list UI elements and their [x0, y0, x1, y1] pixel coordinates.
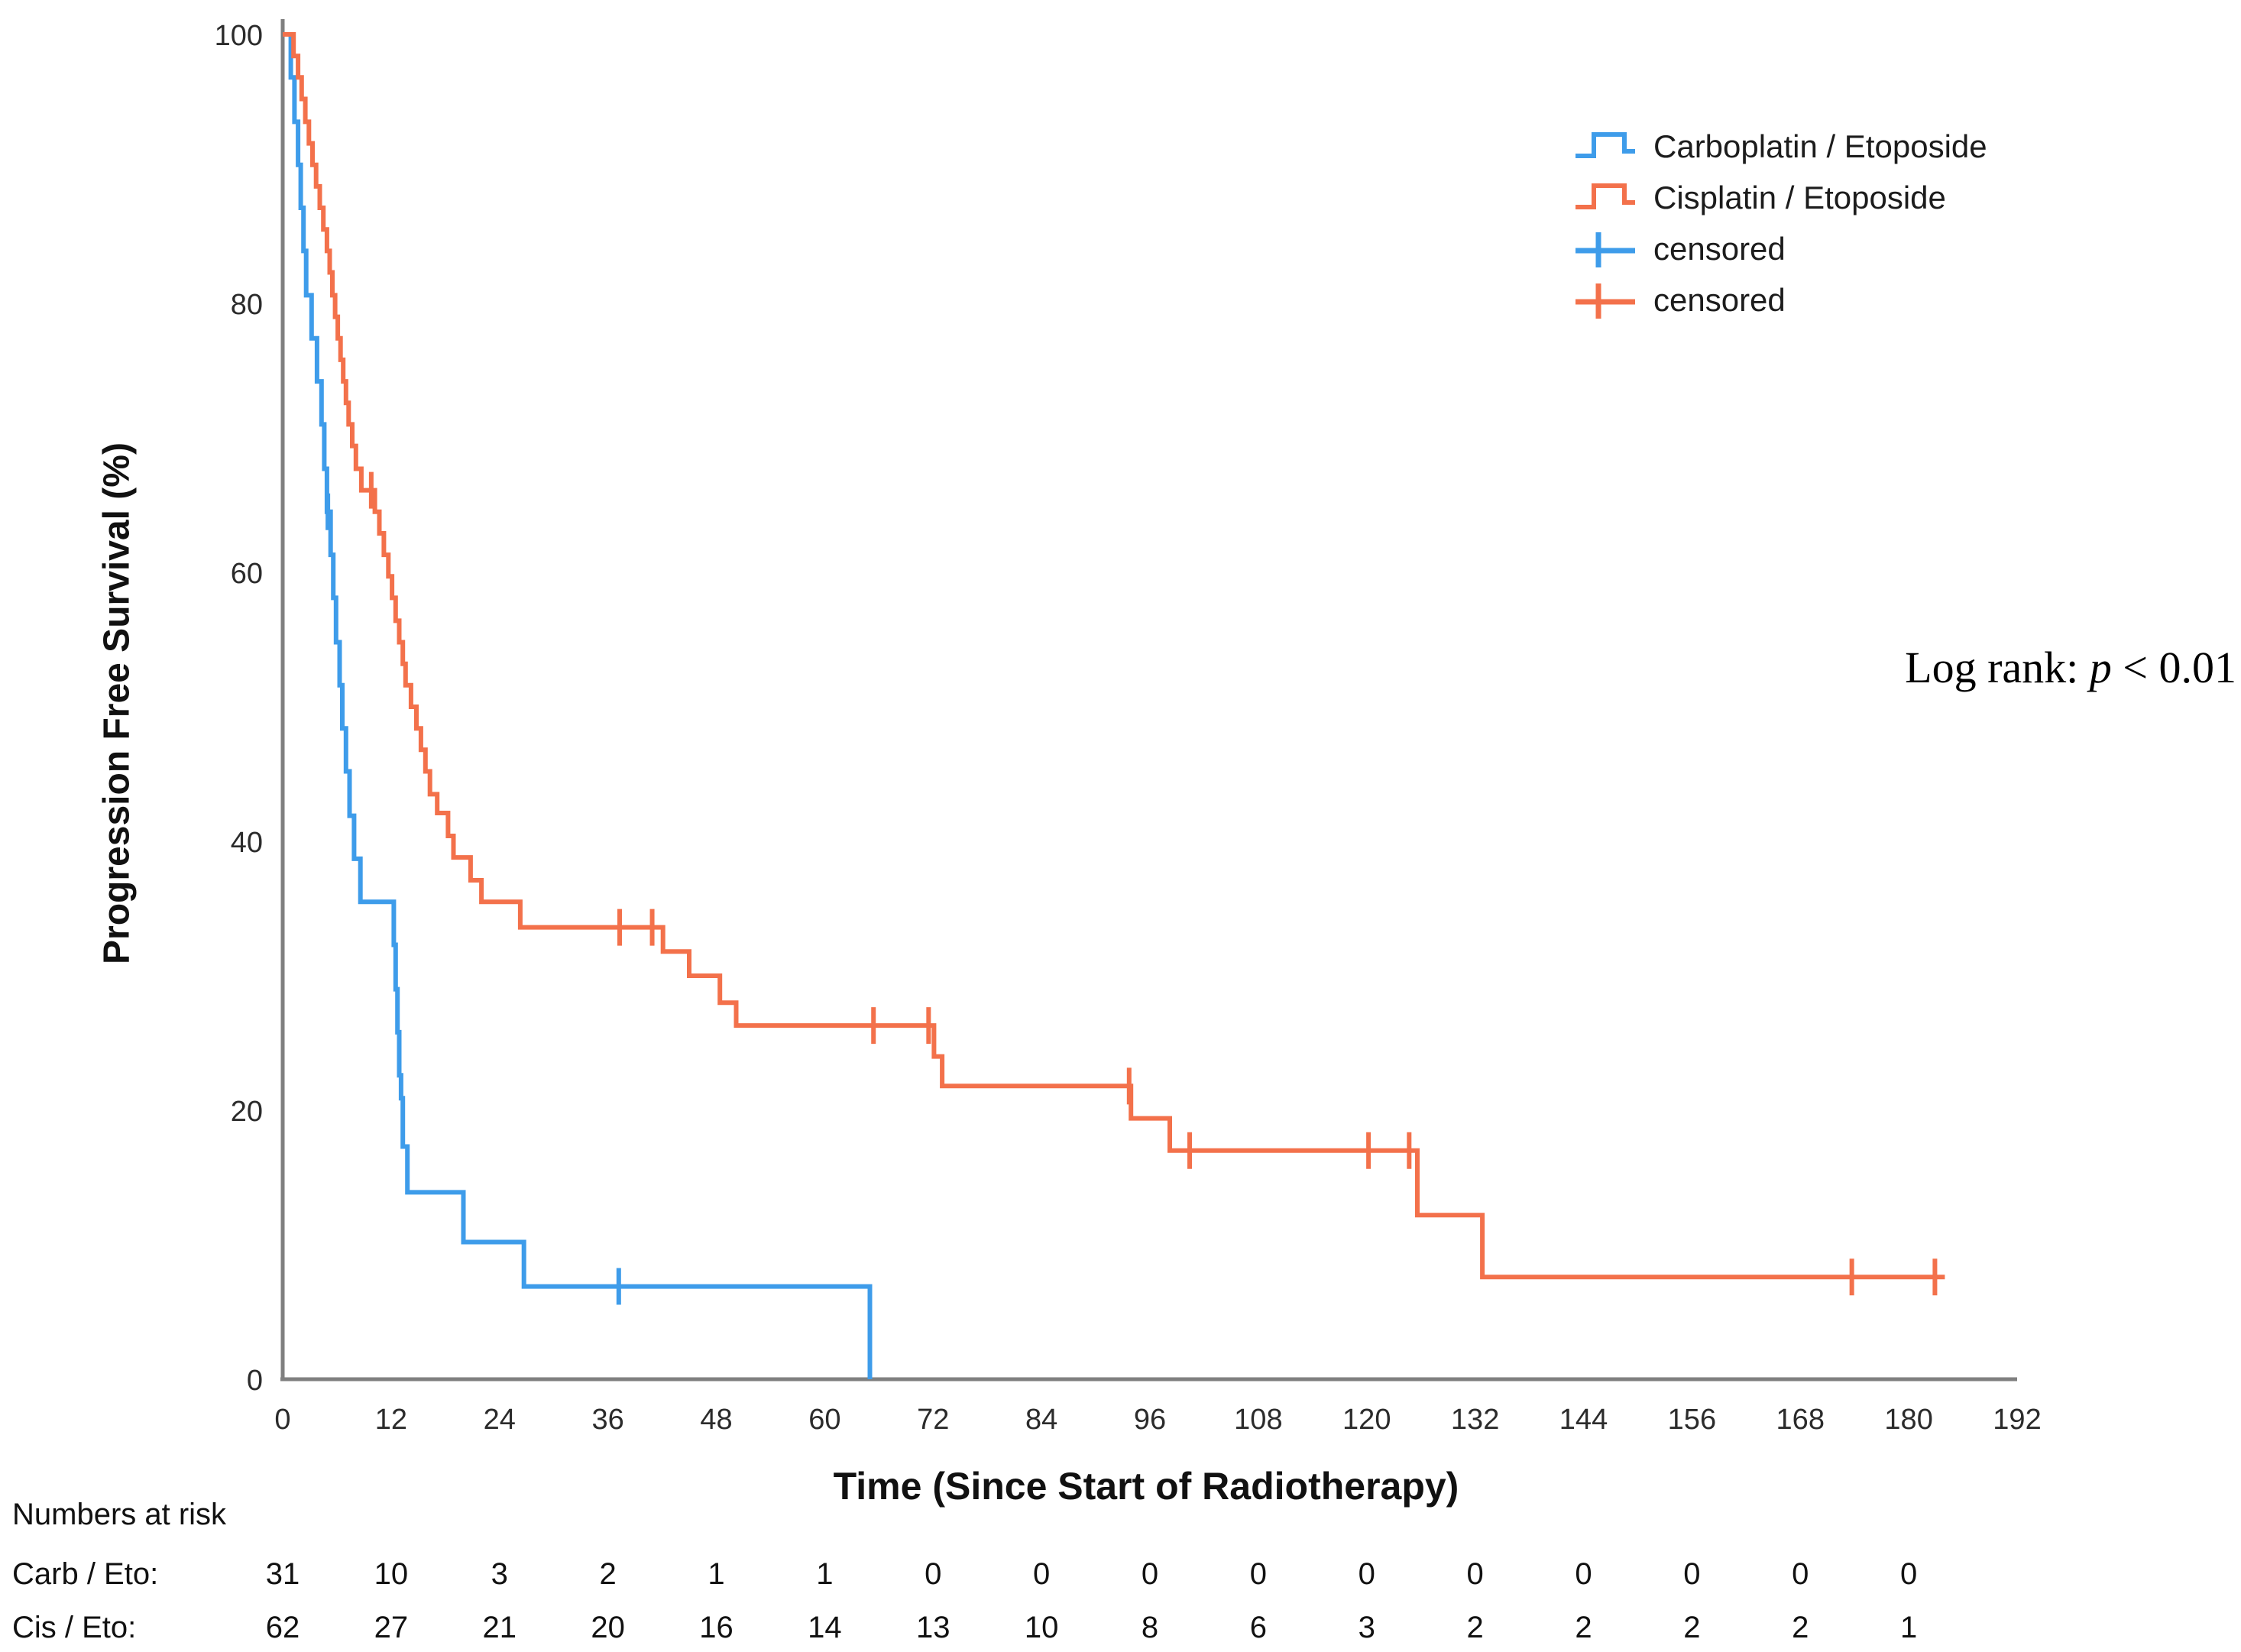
risk-row-label: Carb / Eto:	[12, 1557, 159, 1591]
risk-table-title: Numbers at risk	[12, 1498, 227, 1531]
x-tick-label: 0	[274, 1404, 290, 1436]
x-tick-label: 180	[1884, 1404, 1932, 1436]
log-rank-prefix: Log rank:	[1905, 643, 2090, 692]
risk-value: 10	[1024, 1611, 1059, 1644]
survival-curve-carboplatin	[283, 32, 873, 1379]
risk-value: 0	[1358, 1557, 1375, 1591]
censor-plus-icon	[1576, 283, 1635, 319]
legend: Carboplatin / Etoposide Cisplatin / Etop…	[1574, 121, 1987, 326]
risk-value: 3	[491, 1557, 508, 1591]
x-tick-label: 24	[484, 1404, 516, 1436]
survival-curve-cisplatin	[283, 32, 1945, 1280]
risk-value: 0	[1900, 1557, 1918, 1591]
y-tick-label: 80	[231, 289, 263, 321]
x-tick-label: 48	[700, 1404, 732, 1436]
step-line-icon	[1576, 131, 1635, 158]
x-tick-label: 96	[1134, 1404, 1166, 1436]
x-tick-label: 84	[1025, 1404, 1057, 1436]
risk-value: 0	[1033, 1557, 1051, 1591]
y-tick-label: 100	[215, 20, 263, 52]
risk-value: 31	[265, 1557, 300, 1591]
y-tick-label: 20	[231, 1096, 263, 1128]
y-tick-label: 60	[231, 558, 263, 590]
risk-value: 1	[1900, 1611, 1918, 1644]
risk-value: 20	[591, 1611, 625, 1644]
risk-value: 6	[1249, 1611, 1267, 1644]
legend-item-cisplatin: Cisplatin / Etoposide	[1574, 172, 1987, 223]
y-tick-label: 0	[247, 1365, 263, 1397]
risk-value: 21	[482, 1611, 517, 1644]
log-rank-annotation: Log rank: p < 0.01	[1905, 642, 2236, 693]
risk-value: 2	[1575, 1611, 1592, 1644]
y-axis-title: Progression Free Survival (%)	[96, 442, 138, 964]
y-tick-label: 40	[231, 827, 263, 859]
x-axis-title: Time (Since Start of Radiotherapy)	[833, 1465, 1459, 1508]
risk-value: 62	[265, 1611, 300, 1644]
censor-plus-icon	[1576, 232, 1635, 267]
x-tick-label: 60	[808, 1404, 840, 1436]
risk-value: 10	[374, 1557, 409, 1591]
risk-value: 2	[1466, 1611, 1484, 1644]
risk-value: 2	[1792, 1611, 1809, 1644]
risk-row-cisplatin: Cis / Eto: 62 27 21 20 16 14 13 10 8 6 3 2 2 2 2 1	[0, 1611, 2241, 1649]
x-tick-label: 132	[1451, 1404, 1499, 1436]
x-tick-label: 156	[1668, 1404, 1716, 1436]
risk-value: 16	[699, 1611, 734, 1644]
legend-label: censored	[1653, 230, 1786, 267]
risk-value: 0	[925, 1557, 942, 1591]
risk-value: 0	[1683, 1557, 1701, 1591]
x-tick-label: 36	[591, 1404, 623, 1436]
log-rank-comparison: < 0.01	[2111, 643, 2236, 692]
legend-label: Cisplatin / Etoposide	[1653, 179, 1946, 215]
x-tick-label: 72	[917, 1404, 949, 1436]
log-rank-p-symbol: p	[2089, 643, 2112, 692]
x-tick-label: 192	[1993, 1404, 2041, 1436]
risk-value: 0	[1141, 1557, 1159, 1591]
risk-value: 3	[1358, 1611, 1375, 1644]
risk-row-label: Cis / Eto:	[12, 1611, 137, 1644]
legend-label: censored	[1653, 281, 1786, 318]
x-tick-label: 168	[1776, 1404, 1825, 1436]
risk-value: 1	[708, 1557, 725, 1591]
x-tick-label: 12	[375, 1404, 407, 1436]
risk-value: 2	[599, 1557, 617, 1591]
risk-value: 8	[1141, 1611, 1159, 1644]
x-tick-label: 108	[1234, 1404, 1282, 1436]
risk-value: 0	[1466, 1557, 1484, 1591]
risk-value: 2	[1683, 1611, 1701, 1644]
risk-value: 1	[816, 1557, 834, 1591]
legend-label: Carboplatin / Etoposide	[1653, 128, 1987, 164]
x-tick-label: 120	[1342, 1404, 1391, 1436]
risk-value: 0	[1792, 1557, 1809, 1591]
x-tick-label: 144	[1559, 1404, 1608, 1436]
legend-item-censored-carboplatin: censored	[1574, 223, 1987, 274]
risk-value: 0	[1249, 1557, 1267, 1591]
step-line-icon	[1576, 183, 1635, 209]
risk-value: 0	[1575, 1557, 1592, 1591]
legend-item-censored-cisplatin: censored	[1574, 274, 1987, 326]
risk-row-carboplatin: Carb / Eto: 31 10 3 2 1 1 0 0 0 0 0 0 0 0 0 0	[0, 1557, 2241, 1595]
risk-value: 14	[808, 1611, 842, 1644]
legend-item-carboplatin: Carboplatin / Etoposide	[1574, 121, 1987, 172]
risk-value: 27	[374, 1611, 409, 1644]
risk-value: 13	[916, 1611, 950, 1644]
